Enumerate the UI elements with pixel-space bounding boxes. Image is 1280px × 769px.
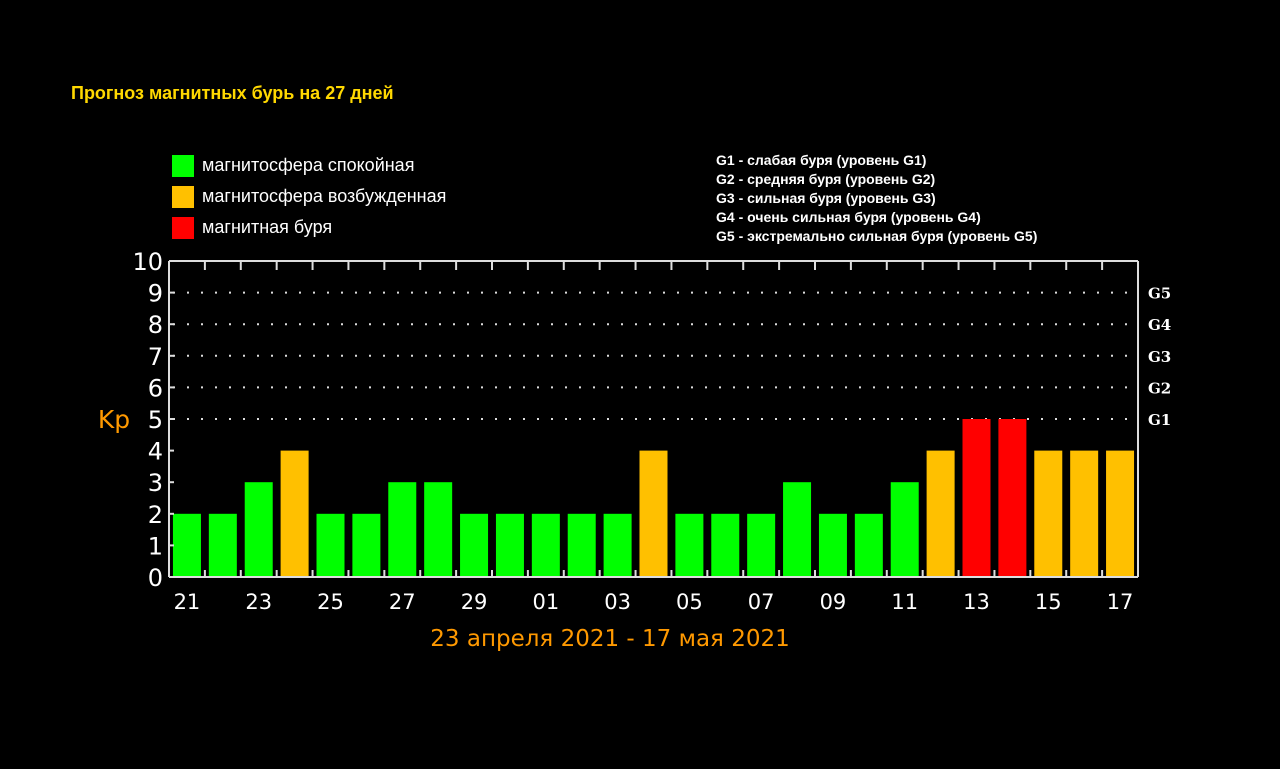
g1-description: G1 - слабая буря (уровень G1)	[716, 152, 927, 168]
bar-25	[316, 513, 345, 577]
y-tick-label: 0	[148, 564, 163, 592]
bar-12	[926, 450, 955, 577]
bar-30	[495, 513, 524, 577]
g-level-label: G2	[1148, 379, 1171, 397]
y-tick-label: 9	[148, 280, 163, 308]
g-level-label: G5	[1148, 285, 1171, 303]
y-tick-label: 5	[148, 406, 163, 434]
x-tick-label: 07	[748, 590, 775, 614]
y-tick-label: 4	[148, 438, 163, 466]
bar-11	[890, 482, 919, 577]
legend-item-active: магнитосфера возбужденная	[172, 181, 446, 212]
bar-16	[1070, 450, 1099, 577]
bar-24	[280, 450, 309, 577]
x-tick-label: 23	[245, 590, 272, 614]
g5-description: G5 - экстремально сильная буря (уровень …	[716, 228, 1038, 244]
storm-level-legend: G1 - слабая буря (уровень G1) G2 - средн…	[716, 151, 1037, 246]
g3-description: G3 - сильная буря (уровень G3)	[716, 190, 936, 206]
g2-description: G2 - средняя буря (уровень G2)	[716, 171, 936, 187]
bar-05	[675, 513, 704, 577]
page-title: Прогноз магнитных бурь на 27 дней	[71, 83, 394, 103]
color-legend: магнитосфера спокойная магнитосфера возб…	[172, 150, 446, 243]
y-axis-label: Kp	[98, 405, 130, 434]
legend-label: магнитная буря	[202, 217, 333, 237]
y-tick-label: 7	[148, 343, 163, 371]
bar-22	[208, 513, 237, 577]
bar-27	[388, 482, 417, 577]
bar-23	[244, 482, 273, 577]
bar-28	[424, 482, 453, 577]
legend-label: магнитосфера спокойная	[202, 155, 415, 175]
bar-06	[711, 513, 740, 577]
x-axis-label: 23 апреля 2021 - 17 мая 2021	[430, 626, 789, 652]
legend-label: магнитосфера возбужденная	[202, 186, 447, 206]
y-tick-label: 8	[148, 311, 163, 339]
x-tick-label: 17	[1107, 590, 1134, 614]
x-tick-label: 13	[963, 590, 990, 614]
bar-08	[783, 482, 812, 577]
x-tick-label: 03	[604, 590, 631, 614]
y-tick-label: 10	[132, 248, 163, 276]
legend-item-quiet: магнитосфера спокойная	[172, 150, 446, 181]
bar-01	[531, 513, 560, 577]
x-tick-label: 15	[1035, 590, 1062, 614]
y-tick-label: 2	[148, 501, 163, 529]
x-tick-label: 27	[389, 590, 416, 614]
swatch-red	[172, 216, 194, 239]
x-tick-label: 01	[532, 590, 559, 614]
bar-29	[460, 513, 489, 577]
bar-09	[818, 513, 847, 577]
x-tick-label: 21	[174, 590, 201, 614]
g-level-label: G4	[1148, 316, 1171, 334]
bar-14	[998, 419, 1027, 577]
x-tick-label: 11	[891, 590, 918, 614]
bar-07	[747, 513, 776, 577]
g-level-label: G3	[1148, 348, 1171, 366]
y-tick-label: 1	[148, 532, 163, 560]
bar-10	[854, 513, 883, 577]
bar-26	[352, 513, 381, 577]
x-tick-label: 09	[820, 590, 847, 614]
swatch-orange	[172, 185, 194, 208]
x-tick-label: 05	[676, 590, 703, 614]
g-level-label: G1	[1148, 411, 1171, 429]
y-tick-label: 6	[148, 374, 163, 402]
x-tick-label: 25	[317, 590, 344, 614]
bar-17	[1106, 450, 1135, 577]
bar-21	[172, 513, 201, 577]
bar-04	[639, 450, 668, 577]
y-tick-label: 3	[148, 469, 163, 497]
bar-03	[603, 513, 632, 577]
bar-13	[962, 419, 991, 577]
g4-description: G4 - очень сильная буря (уровень G4)	[716, 209, 981, 225]
bar-02	[567, 513, 596, 577]
legend-item-storm: магнитная буря	[172, 212, 446, 243]
swatch-green	[172, 154, 194, 177]
x-tick-label: 29	[461, 590, 488, 614]
bar-15	[1034, 450, 1063, 577]
